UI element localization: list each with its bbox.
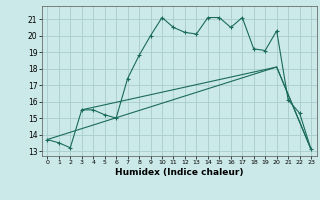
X-axis label: Humidex (Indice chaleur): Humidex (Indice chaleur) [115, 168, 244, 177]
